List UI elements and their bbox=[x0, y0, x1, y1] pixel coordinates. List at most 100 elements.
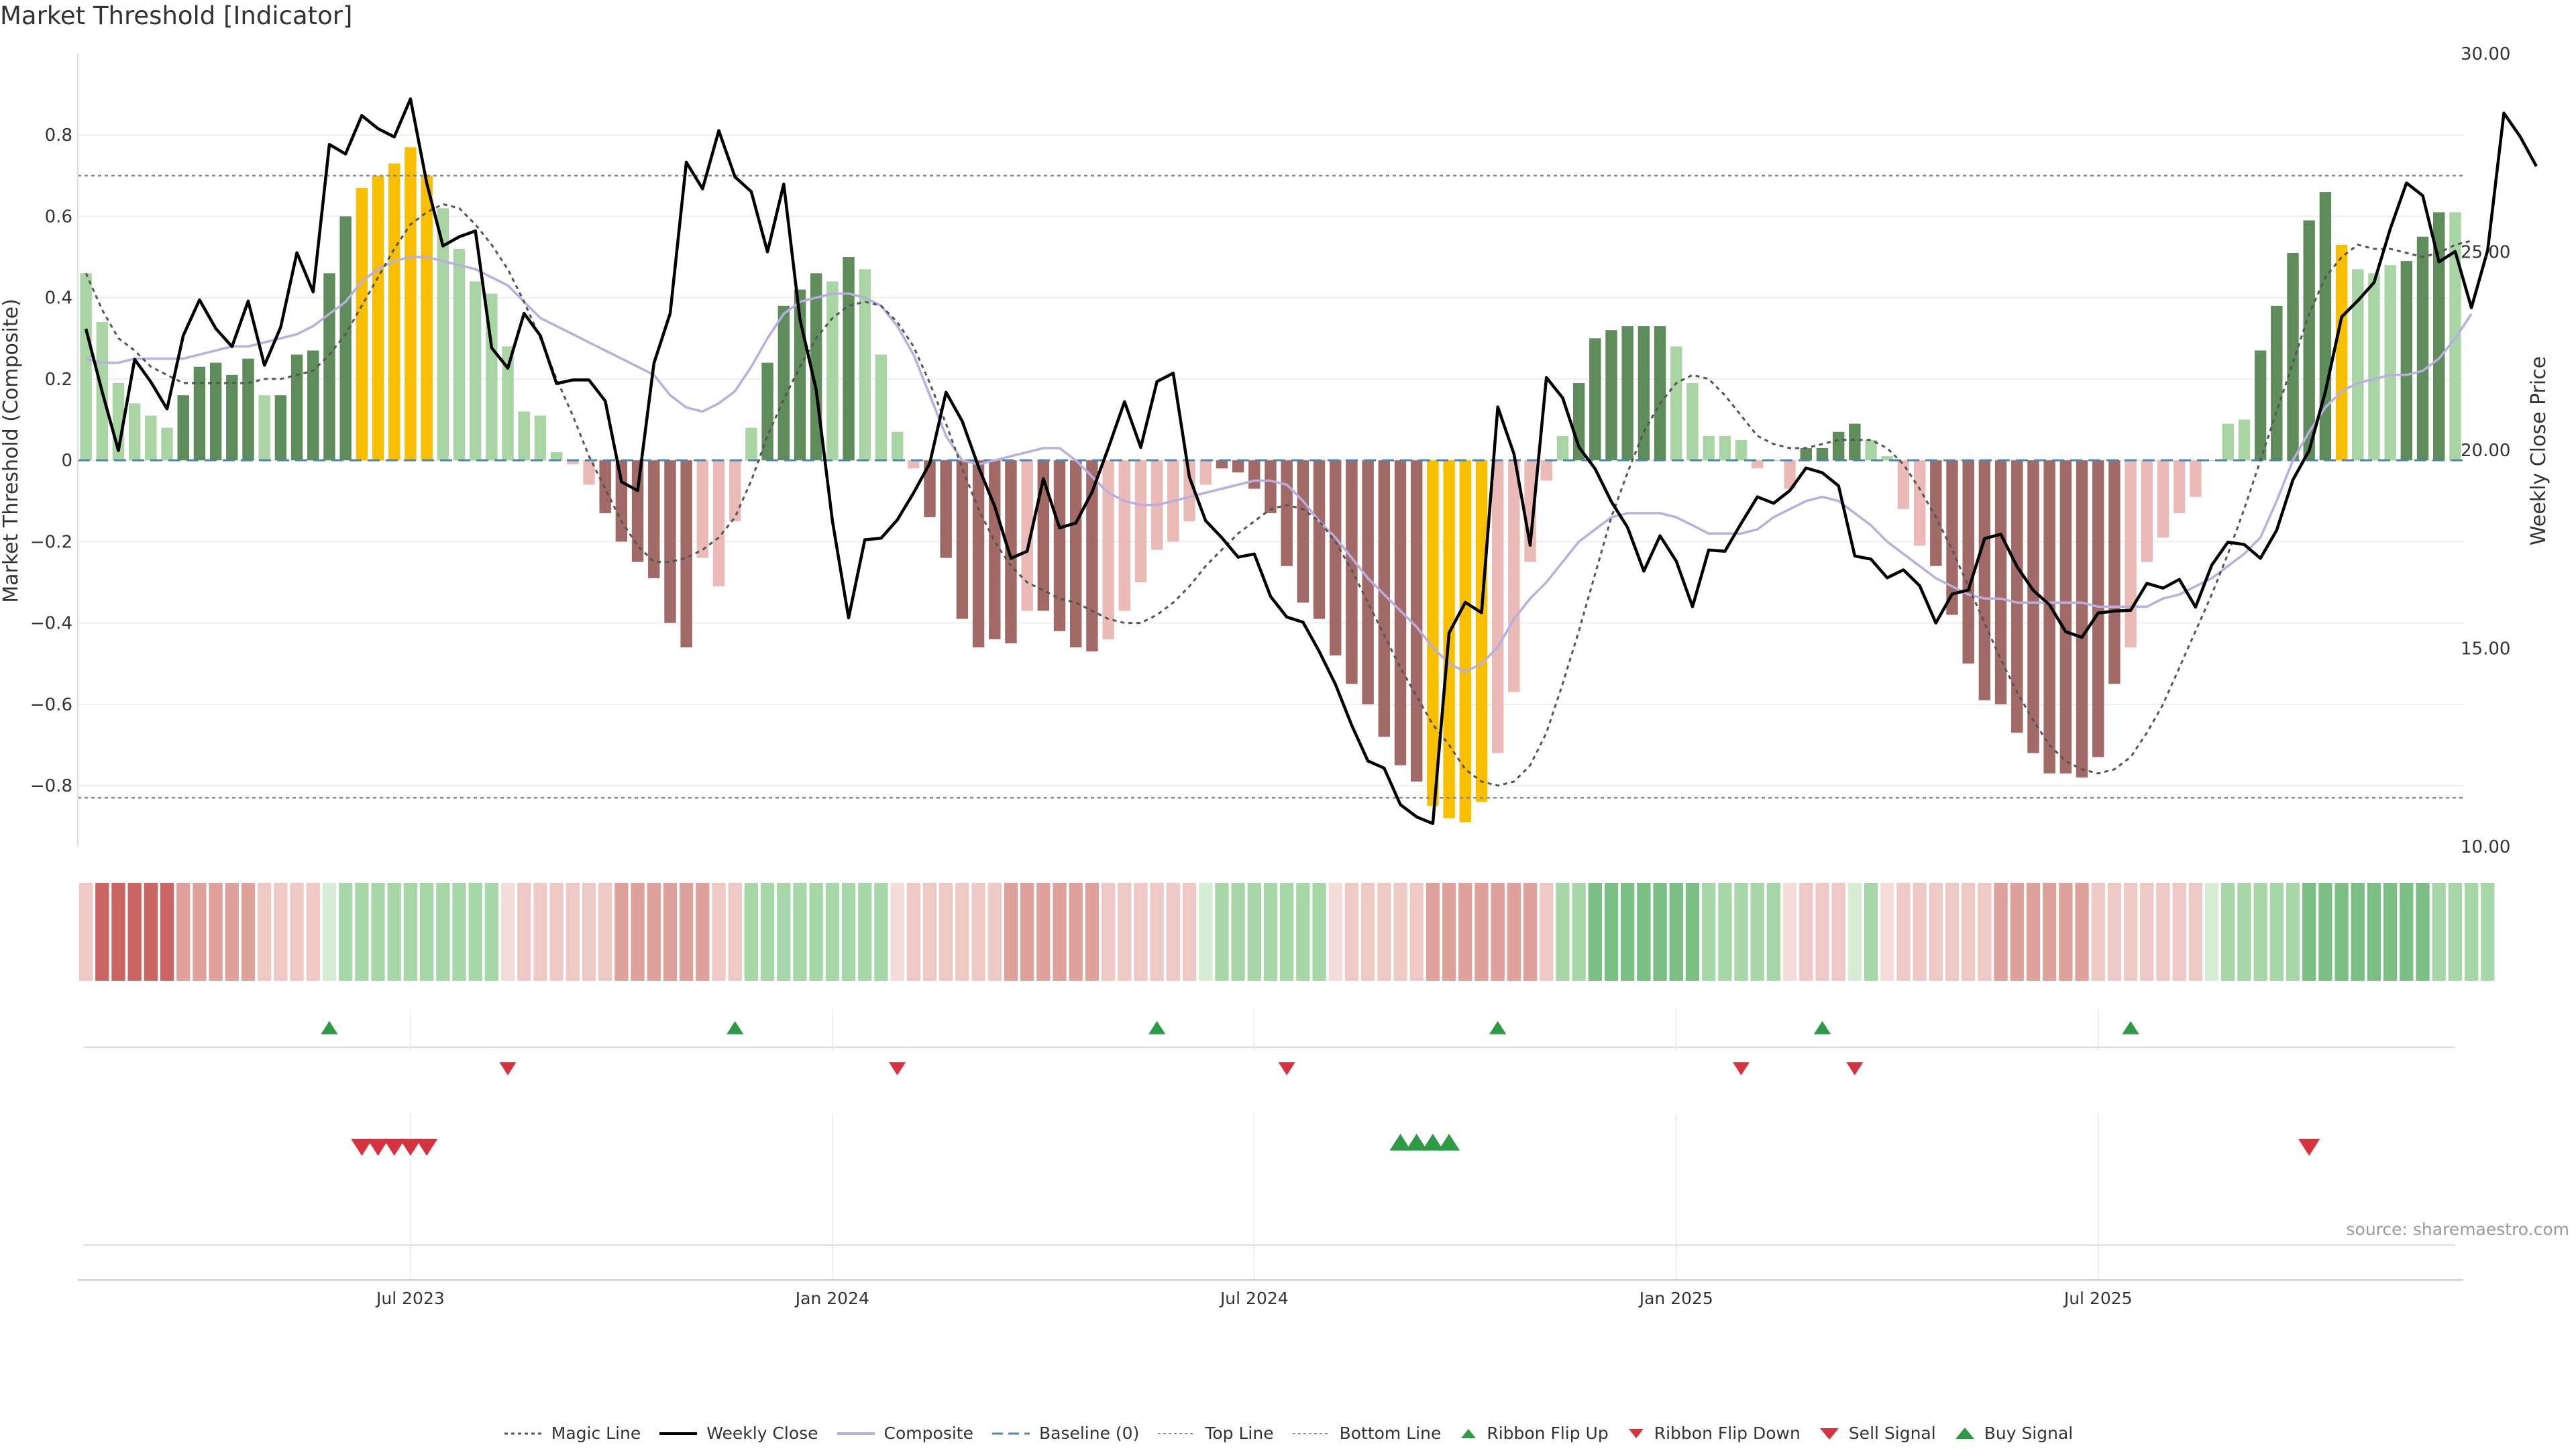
composite-bar bbox=[1816, 447, 1829, 461]
ribbon-flip-down-marker bbox=[1732, 1062, 1750, 1075]
composite-bar bbox=[745, 427, 757, 461]
composite-bar bbox=[1735, 439, 1748, 461]
y-tick-label: −0.6 bbox=[30, 695, 72, 715]
composite-bar bbox=[307, 350, 319, 461]
composite-bar bbox=[226, 374, 238, 461]
ribbon-cell bbox=[1621, 883, 1635, 981]
ribbon-cell bbox=[1296, 883, 1310, 981]
ribbon-flip-up-marker bbox=[1813, 1021, 1831, 1034]
composite-bar bbox=[1297, 460, 1309, 603]
composite-bar bbox=[989, 460, 1001, 639]
ribbon-cell bbox=[484, 883, 499, 981]
composite-bar bbox=[421, 175, 433, 461]
sell-signal-marker bbox=[415, 1138, 438, 1156]
composite-bar bbox=[502, 346, 514, 461]
ribbon-cell bbox=[1766, 883, 1781, 981]
composite-bar bbox=[1556, 435, 1569, 461]
composite-bar bbox=[1605, 330, 1617, 461]
ribbon-cell bbox=[452, 883, 466, 981]
y-tick-label: −0.8 bbox=[30, 776, 72, 796]
y-tick-label: 0.4 bbox=[45, 288, 72, 309]
legend-top-label: Top Line bbox=[1205, 1424, 1274, 1443]
y-tick-label: −0.2 bbox=[30, 532, 72, 552]
ribbon-cell bbox=[2269, 883, 2284, 981]
ribbon-cell bbox=[549, 883, 564, 981]
composite-bar bbox=[891, 431, 904, 461]
ribbon-cell bbox=[825, 883, 840, 981]
composite-bar bbox=[2368, 273, 2380, 461]
y-right-axis-label: Weekly Close Price bbox=[2527, 356, 2551, 545]
ribbon-flip-down-marker bbox=[1846, 1062, 1864, 1075]
y-right-tick-label: 15.00 bbox=[2461, 639, 2510, 659]
x-tick-label: Jan 2024 bbox=[794, 1289, 869, 1308]
ribbon-cell bbox=[1750, 883, 1764, 981]
composite-bar bbox=[177, 395, 189, 461]
ribbon-flip-down-marker bbox=[1278, 1062, 1295, 1075]
composite-bar bbox=[2157, 460, 2169, 538]
ribbon-cell bbox=[500, 883, 515, 981]
legend-bottom-line: Bottom Line bbox=[1291, 1424, 1441, 1443]
composite-bar bbox=[1784, 460, 1796, 489]
sell-signal-marker bbox=[367, 1138, 389, 1156]
composite-bar bbox=[80, 273, 92, 461]
ribbon-cell bbox=[176, 883, 191, 981]
legend-magic-line: Magic Line bbox=[503, 1424, 641, 1443]
ribbon-cell bbox=[728, 883, 742, 981]
ribbon-cell bbox=[1199, 883, 1213, 981]
composite-bar bbox=[631, 460, 644, 562]
composite-bar bbox=[405, 147, 417, 461]
composite-bar bbox=[518, 411, 530, 461]
y-tick-label: 0.6 bbox=[45, 207, 72, 227]
composite-bar bbox=[469, 281, 482, 461]
ribbon-cell bbox=[1978, 883, 1992, 981]
ribbon-cell bbox=[258, 883, 272, 981]
ribbon-cell bbox=[1263, 883, 1278, 981]
ribbon-cell bbox=[2204, 883, 2219, 981]
ribbon-cell bbox=[922, 883, 937, 981]
ribbon-cell bbox=[517, 883, 531, 981]
composite-bar bbox=[1654, 326, 1666, 461]
composite-bar bbox=[712, 460, 725, 587]
ribbon-cell bbox=[2059, 883, 2073, 981]
ribbon-cell bbox=[1913, 883, 1927, 981]
composite-bar bbox=[209, 362, 222, 461]
composite-line bbox=[85, 256, 2473, 674]
ribbon-cell bbox=[2383, 883, 2398, 981]
composite-bar bbox=[388, 163, 400, 461]
legend-close-label: Weekly Close bbox=[706, 1424, 818, 1443]
composite-bar bbox=[193, 366, 206, 461]
composite-bar bbox=[940, 460, 952, 558]
ribbon-cell bbox=[2026, 883, 2041, 981]
composite-bar bbox=[2141, 460, 2153, 562]
ribbon-cell bbox=[193, 883, 207, 981]
composite-bar bbox=[1378, 460, 1391, 737]
ribbon-cell bbox=[1409, 883, 1424, 981]
ribbon-cell bbox=[468, 883, 482, 981]
ribbon-cell bbox=[436, 883, 450, 981]
composite-bar bbox=[1930, 460, 1942, 566]
composite-bar bbox=[1427, 460, 1439, 806]
legend-sell-label: Sell Signal bbox=[1848, 1424, 1936, 1443]
composite-bar bbox=[550, 452, 563, 461]
composite-bar bbox=[372, 175, 384, 461]
ribbon-cell bbox=[1280, 883, 1294, 981]
composite-bar bbox=[1508, 460, 1520, 692]
ribbon-cell bbox=[1426, 883, 1440, 981]
ribbon-flip-up-marker bbox=[2122, 1021, 2139, 1034]
legend-ribbon-down: Ribbon Flip Down bbox=[1626, 1424, 1801, 1443]
composite-bar bbox=[356, 188, 368, 461]
ribbon-cell bbox=[2253, 883, 2267, 981]
legend-sell: Sell Signal bbox=[1818, 1424, 1936, 1443]
composite-bar bbox=[1199, 460, 1212, 485]
ribbon-flip-down-marker bbox=[499, 1062, 517, 1075]
ribbon-cell bbox=[1847, 883, 1862, 981]
composite-bar bbox=[1362, 460, 1374, 704]
ribbon-cell bbox=[631, 883, 645, 981]
composite-bar bbox=[1962, 460, 1974, 664]
composite-bar bbox=[826, 281, 839, 461]
ribbon-cell bbox=[1312, 883, 1326, 981]
ribbon-cell bbox=[306, 883, 320, 981]
ribbon-cell bbox=[160, 883, 174, 981]
composite-bar bbox=[2238, 419, 2251, 461]
ribbon-cell bbox=[679, 883, 694, 981]
